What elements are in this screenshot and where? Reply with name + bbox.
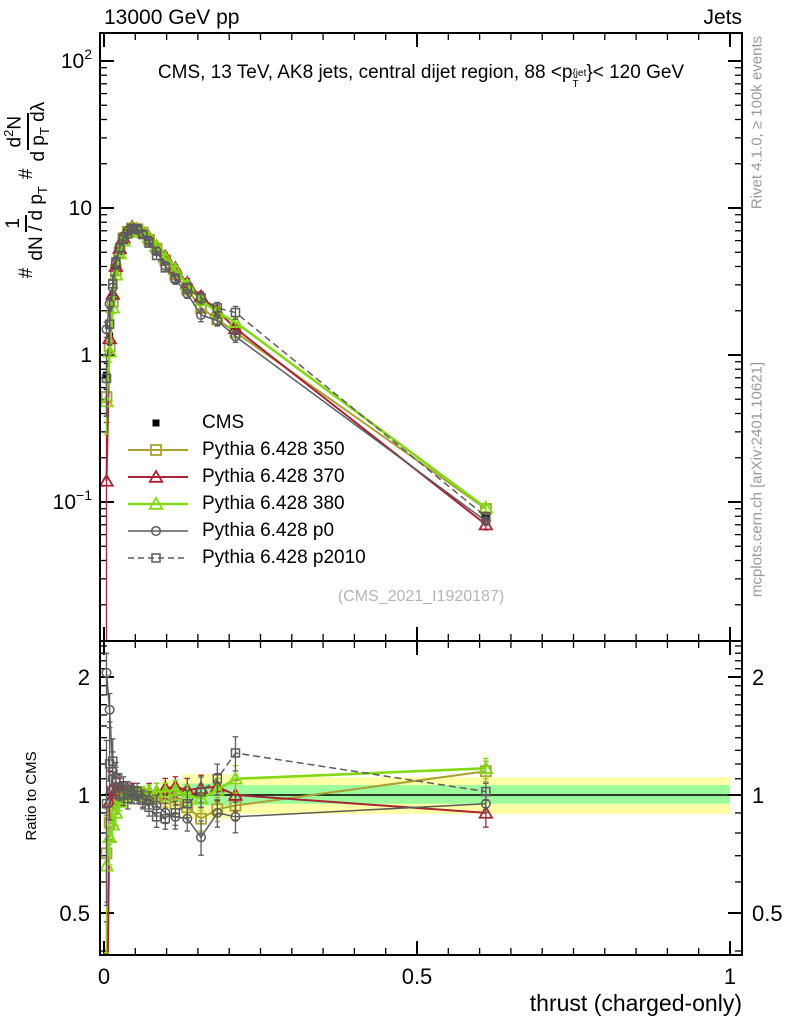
legend-item-pythia-p2010: Pythia 6.428 p2010	[126, 544, 366, 571]
legend-label-pythia-380: Pythia 6.428 380	[202, 492, 345, 514]
main-y-tick-10: 10	[69, 197, 92, 220]
main-series-group	[100, 219, 494, 641]
pythia-p2010-marker-icon	[128, 552, 188, 563]
plot-title-supsub: {jet T	[572, 68, 587, 90]
legend-label-cms: CMS	[202, 411, 245, 433]
legend-label-pythia-p2010: Pythia 6.428 p2010	[202, 546, 366, 568]
x-tick-1: 1	[724, 964, 736, 989]
legend-item-pythia-350: Pythia 6.428 350	[126, 436, 366, 463]
main-y-tick-1: 1	[80, 344, 92, 367]
ratio-y-tick-2-right: 2	[752, 665, 764, 690]
ylabel-hash-2: #	[16, 168, 37, 180]
x-tick-0: 0	[98, 964, 110, 989]
legend-item-pythia-380: Pythia 6.428 380	[126, 490, 366, 517]
legend-item-pythia-p0: Pythia 6.428 p0	[126, 517, 366, 544]
ratio-y-tick-1-left: 1	[78, 783, 90, 808]
x-axis-title: thrust (charged-only)	[530, 990, 742, 1016]
pythia-350-marker-icon	[128, 443, 188, 456]
ylabel-fraction-1: 1 dN / d pT	[3, 186, 50, 261]
analysis-group-label: Jets	[703, 6, 742, 29]
legend-label-pythia-p0: Pythia 6.428 p0	[202, 519, 335, 541]
ratio-y-tick-0p5-left: 0.5	[59, 901, 90, 926]
ratio-y-tick-2-left: 2	[78, 665, 90, 690]
plot-title: CMS, 13 TeV, AK8 jets, central dijet reg…	[100, 62, 742, 90]
x-tick-0p5: 0.5	[402, 964, 433, 989]
cms-marker-icon	[152, 419, 160, 426]
pythia-p0-marker-icon	[128, 525, 188, 536]
main-y-tick-100: 102	[61, 46, 92, 73]
ylabel-hash-1: #	[16, 267, 37, 279]
ratio-series-group	[100, 652, 494, 955]
ratio-axis-title: Ratio to CMS	[23, 751, 40, 841]
pythia-380-marker-icon	[128, 495, 188, 510]
ratio-y-tick-0p5-right: 0.5	[752, 901, 783, 926]
rivet-version-label: Rivet 4.1.0, ≥ 100k events	[748, 35, 766, 210]
ratio-y-tick-1-right: 1	[752, 783, 764, 808]
ratio-panel-frame	[99, 640, 743, 956]
ylabel-fraction-2: d2N d pT dλ	[1, 101, 52, 162]
mcplots-arxiv-label: mcplots.cern.ch [arXiv:2401.10621]	[748, 361, 766, 598]
y-axis-title: # 1 dN / d pT # d2N d pT dλ	[0, 35, 54, 345]
main-y-tick-0p1: 10−1	[53, 487, 93, 514]
beam-energy-label: 13000 GeV pp	[104, 6, 240, 29]
plot-title-text-end: }< 120 GeV	[586, 62, 685, 83]
axis-ticks	[100, 33, 742, 955]
legend-item-cms: CMS	[126, 409, 366, 436]
legend-label-pythia-370: Pythia 6.428 370	[202, 465, 345, 487]
analysis-id-watermark: (CMS_2021_I1920187)	[337, 588, 505, 605]
plot-title-text: CMS, 13 TeV, AK8 jets, central dijet reg…	[157, 62, 573, 83]
legend-item-pythia-370: Pythia 6.428 370	[126, 463, 366, 490]
pythia-370-marker-icon	[128, 468, 188, 483]
legend-label-pythia-350: Pythia 6.428 350	[202, 438, 345, 460]
legend: CMS Pythia 6.428 350 Pythia 6.428 370 Py…	[126, 409, 366, 571]
